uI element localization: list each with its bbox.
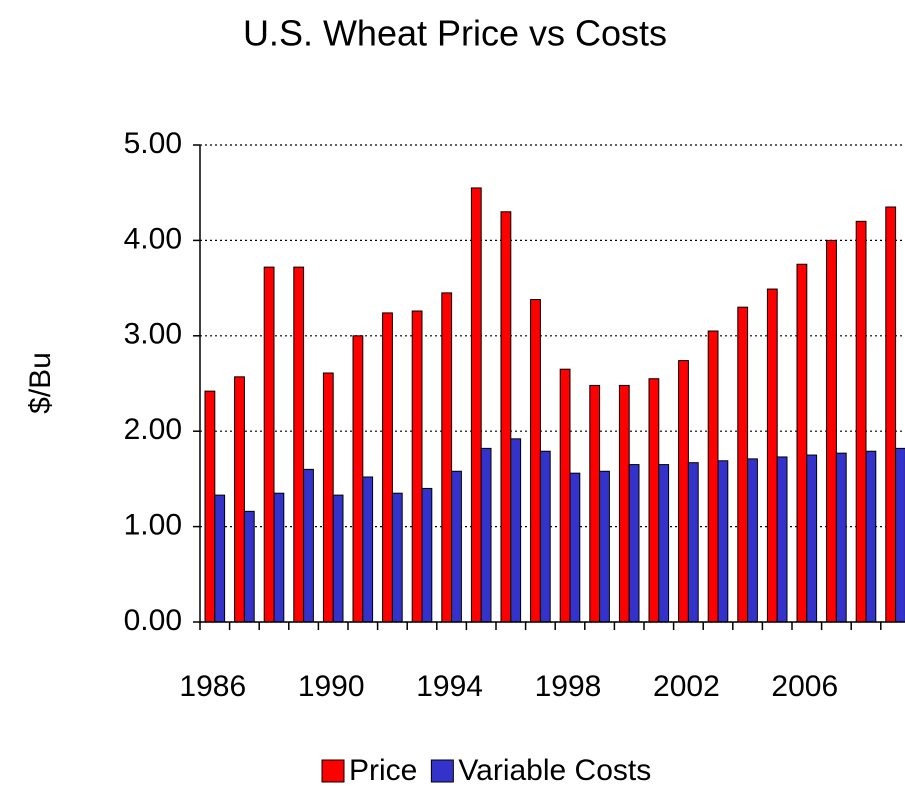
bar <box>569 472 581 623</box>
x-tick-label: 1990 <box>298 670 365 703</box>
bar <box>766 288 778 623</box>
bar <box>835 452 847 623</box>
y-tick-label: 2.00 <box>124 413 182 446</box>
bar <box>559 368 571 623</box>
bar <box>451 470 462 623</box>
legend-swatch <box>321 759 345 783</box>
bar <box>530 299 541 623</box>
bar <box>332 494 344 623</box>
bar <box>322 372 334 623</box>
bar <box>796 263 808 623</box>
bar <box>747 458 758 623</box>
bar <box>510 438 522 623</box>
y-tick-label: 0.00 <box>124 604 182 637</box>
bar <box>737 306 749 623</box>
bar <box>204 390 216 623</box>
bar <box>352 335 364 623</box>
x-tick-label: 2006 <box>771 670 838 703</box>
bar <box>658 464 670 623</box>
legend-label: Price <box>349 754 417 787</box>
bar <box>826 239 837 623</box>
bar <box>382 312 393 623</box>
legend-label: Variable Costs <box>458 754 651 787</box>
bar <box>717 460 729 623</box>
x-tick-label: 1986 <box>179 670 246 703</box>
bar <box>707 330 719 623</box>
bar <box>234 376 245 623</box>
bar <box>391 492 403 623</box>
bar <box>618 384 630 623</box>
x-tick-label: 2002 <box>653 670 720 703</box>
bar <box>885 206 897 623</box>
bar <box>776 456 788 623</box>
legend-swatch <box>430 759 454 783</box>
bar <box>865 450 877 623</box>
bar <box>687 462 699 623</box>
bar <box>303 468 314 623</box>
bar <box>895 447 905 623</box>
bar <box>273 492 285 623</box>
bar <box>263 266 275 623</box>
y-tick-label: 3.00 <box>124 318 182 351</box>
bar <box>243 510 255 623</box>
y-axis-label: $/Bu <box>24 352 57 414</box>
y-tick-label: 5.00 <box>124 127 182 160</box>
bar <box>441 292 453 623</box>
bar <box>628 464 640 623</box>
bar <box>214 494 226 623</box>
y-tick-label: 4.00 <box>124 222 182 255</box>
bar <box>589 384 601 623</box>
x-tick-label: 1998 <box>535 670 602 703</box>
bar <box>806 454 818 623</box>
bar <box>480 447 492 623</box>
bar <box>648 378 660 623</box>
bar <box>500 211 512 623</box>
bar <box>293 266 305 623</box>
bar <box>539 450 551 623</box>
y-tick-label: 1.00 <box>124 509 182 542</box>
bar <box>678 360 689 623</box>
bar <box>855 220 867 623</box>
bar <box>470 187 482 623</box>
bar <box>362 476 374 623</box>
bar <box>411 310 423 623</box>
bar <box>599 470 610 623</box>
chart-title: U.S. Wheat Price vs Costs <box>243 13 667 54</box>
bar <box>421 487 433 623</box>
x-tick-label: 1994 <box>416 670 483 703</box>
